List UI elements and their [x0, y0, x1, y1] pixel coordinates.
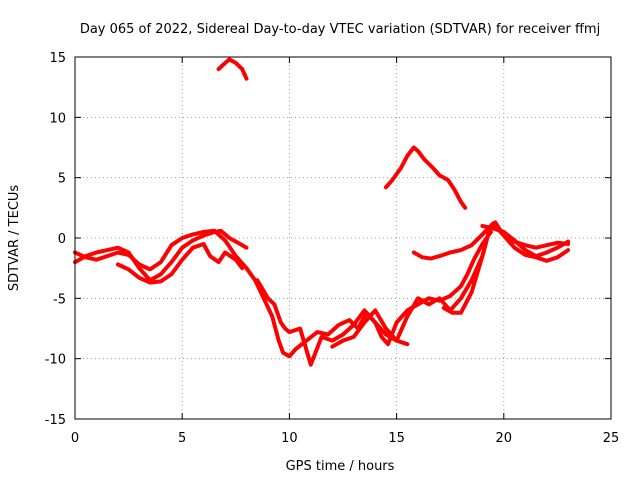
series-track-1 — [73, 228, 249, 283]
x-tick-label: 0 — [71, 431, 79, 446]
y-axis-label: SDTVAR / TECUs — [7, 185, 22, 292]
y-tick-label: 5 — [58, 172, 66, 187]
series-track-11 — [383, 145, 468, 210]
series-track-6 — [330, 230, 491, 349]
data-layer — [73, 57, 571, 367]
series-track-5 — [255, 230, 493, 367]
series-track-2 — [73, 228, 249, 272]
y-tick-label: 0 — [58, 232, 66, 247]
y-tick-label: 10 — [49, 111, 66, 126]
series-track-10 — [216, 57, 249, 81]
series-track-9 — [480, 223, 571, 259]
x-axis-ticks: 0 5 10 15 20 25 — [71, 57, 619, 446]
x-tick-label: 25 — [603, 431, 620, 446]
y-tick-label: -15 — [45, 413, 66, 428]
y-axis-ticks: -15 -10 -5 0 5 10 15 — [45, 51, 611, 428]
chart-title: Day 065 of 2022, Sidereal Day-to-day VTE… — [80, 22, 600, 37]
x-axis-label: GPS time / hours — [286, 459, 395, 474]
x-tick-label: 10 — [281, 431, 298, 446]
x-tick-label: 20 — [496, 431, 513, 446]
y-tick-label: -10 — [45, 353, 66, 368]
y-tick-label: 15 — [49, 51, 66, 66]
series-track-3 — [115, 242, 245, 285]
x-tick-label: 5 — [178, 431, 186, 446]
x-tick-label: 15 — [388, 431, 405, 446]
y-tick-label: -5 — [53, 292, 66, 307]
